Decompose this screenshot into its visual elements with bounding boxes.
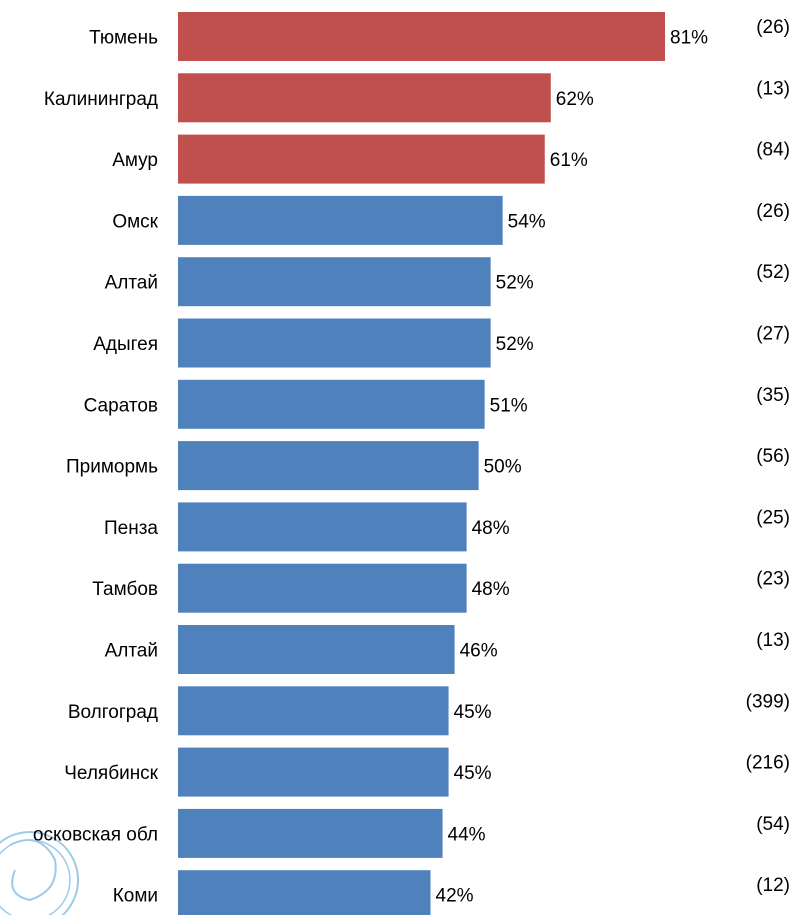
category-label: Амур	[112, 150, 158, 171]
sample-size-label: (25)	[756, 507, 790, 528]
bar-5	[178, 318, 491, 368]
category-label: Примормь	[66, 457, 158, 478]
bar-2	[178, 134, 545, 184]
value-label: 48%	[472, 579, 510, 600]
category-label: Саратов	[84, 395, 158, 416]
sample-size-label: (26)	[756, 201, 790, 222]
bar-10	[178, 625, 455, 674]
sample-size-label: (23)	[756, 569, 790, 590]
sample-size-label: (56)	[756, 446, 790, 467]
bar-13	[178, 808, 443, 858]
sample-size-label: (13)	[756, 78, 790, 99]
category-label: Волгоград	[68, 702, 158, 723]
watermark-logo	[0, 831, 79, 915]
bar-8	[178, 502, 467, 552]
value-label: 61%	[550, 150, 588, 171]
sample-size-label: (35)	[756, 385, 790, 406]
bar-3	[178, 195, 503, 245]
category-label: Алтай	[105, 273, 158, 294]
category-label: Адыгея	[93, 334, 158, 355]
value-label: 45%	[454, 763, 492, 784]
category-label: Алтай	[105, 641, 158, 662]
category-label: осковская обл	[33, 824, 158, 845]
sample-size-label: (13)	[756, 630, 790, 651]
bar-1	[178, 73, 551, 123]
value-label: 44%	[448, 824, 486, 845]
category-label: Пенза	[104, 518, 158, 539]
value-label: 50%	[484, 457, 522, 478]
bar-12	[178, 747, 449, 797]
bar-0	[178, 12, 665, 61]
sample-size-label: (52)	[756, 262, 790, 283]
value-label: 54%	[508, 211, 546, 232]
category-label: Челябинск	[64, 763, 158, 784]
category-label: Коми	[113, 886, 158, 907]
sample-size-label: (27)	[756, 324, 790, 345]
bar-14	[178, 870, 431, 915]
category-label: Калининград	[44, 89, 158, 110]
sample-size-label: (399)	[746, 691, 790, 712]
value-label: 52%	[496, 273, 534, 294]
category-label: Омск	[112, 211, 158, 232]
value-label: 62%	[556, 89, 594, 110]
bar-4	[178, 257, 491, 307]
bar-7	[178, 441, 479, 491]
value-label: 48%	[472, 518, 510, 539]
category-label: Тюмень	[89, 28, 158, 49]
bar-9	[178, 563, 467, 613]
value-label: 46%	[460, 641, 498, 662]
value-label: 42%	[436, 886, 474, 907]
sample-size-label: (12)	[756, 875, 790, 896]
sample-size-label: (84)	[756, 140, 790, 161]
bar-11	[178, 686, 449, 736]
bar-6	[178, 379, 485, 429]
value-label: 81%	[670, 28, 708, 49]
value-label: 51%	[490, 395, 528, 416]
sample-size-label: (216)	[746, 753, 790, 774]
sample-size-label: (54)	[756, 814, 790, 835]
sample-size-label: (26)	[756, 17, 790, 38]
category-label: Тамбов	[92, 579, 158, 600]
value-label: 52%	[496, 334, 534, 355]
value-label: 45%	[454, 702, 492, 723]
